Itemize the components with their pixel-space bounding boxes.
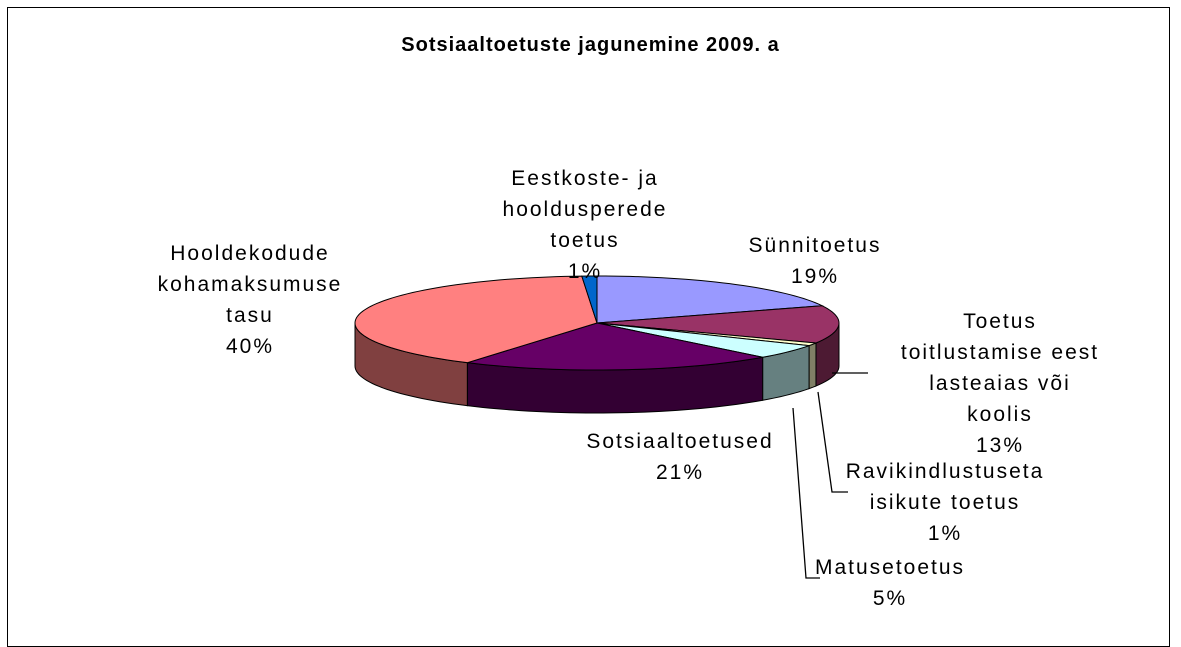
chart-title: Sotsiaaltoetuste jagunemine 2009. a: [401, 34, 780, 56]
chart: [354, 275, 868, 579]
data-label: Toetus toitlustamise eest lasteaias või …: [893, 306, 1108, 461]
pie-slice: [581, 275, 598, 324]
pie-wall: [808, 342, 817, 390]
category-label: Matusetoetus: [814, 556, 966, 579]
data-label: Hooldekodude kohamaksumuse tasu 40%: [138, 238, 363, 362]
percent-label: 1%: [927, 522, 963, 545]
category-label: Toetus toitlustamise eest lasteaias või …: [900, 310, 1100, 426]
pie-slice: [596, 305, 840, 344]
percent-label: 21%: [655, 461, 705, 484]
leader-lines: [792, 372, 868, 579]
percent-label: 5%: [872, 587, 908, 610]
leader-line: [817, 391, 848, 493]
pie-slice: [596, 275, 824, 324]
leader-line: [792, 407, 820, 579]
percent-label: 1%: [567, 260, 603, 283]
data-label: Matusetoetus 5%: [790, 552, 990, 614]
category-label: Hooldekodude kohamaksumuse tasu: [157, 242, 343, 327]
pie-tops: [354, 275, 840, 371]
data-label: Sotsiaaltoetused 21%: [560, 426, 800, 488]
category-label: Sotsiaaltoetused: [586, 430, 774, 453]
pie-slice: [596, 322, 810, 358]
data-label: Eestkoste- ja hooldusperede toetus 1%: [485, 163, 685, 287]
page: {"chart_data": {"type": "pie3d", "title"…: [7, 7, 1170, 647]
percent-label: 40%: [225, 335, 275, 358]
data-label: Ravikindlustuseta isikute toetus 1%: [828, 456, 1063, 549]
percent-label: 13%: [975, 434, 1025, 457]
category-label: Sünnitoetus: [748, 234, 882, 257]
pie-slice: [467, 322, 763, 371]
data-label: Sünnitoetus 19%: [715, 230, 915, 292]
category-label: Eestkoste- ja hooldusperede toetus: [502, 167, 668, 252]
percent-label: 19%: [790, 265, 840, 288]
pie-slice: [354, 275, 598, 364]
category-label: Ravikindlustuseta isikute toetus: [845, 460, 1045, 514]
